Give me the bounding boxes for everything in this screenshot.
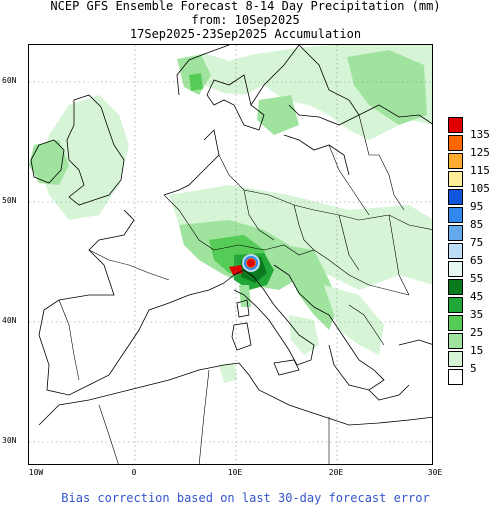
legend-label: 115 [470, 164, 490, 177]
legend-swatch [448, 207, 463, 223]
legend-swatch [448, 225, 463, 241]
lon-label-20e: 20E [328, 468, 344, 477]
lat-label-40n: 40N [2, 316, 17, 325]
legend-swatch [448, 117, 463, 133]
precip-area-balkans [324, 285, 384, 355]
legend-swatch [448, 135, 463, 151]
precip-area-baltic-north [257, 95, 299, 135]
legend-label: 75 [470, 236, 484, 249]
legend-swatch [448, 153, 463, 169]
legend-label: 25 [470, 326, 484, 339]
legend-swatch [448, 315, 463, 331]
legend-swatch [448, 243, 463, 259]
legend-label: 105 [470, 182, 490, 195]
legend-label: 65 [470, 254, 484, 267]
legend-swatch [448, 171, 463, 187]
precip-area-ireland [29, 140, 69, 185]
bias-correction-note: Bias correction based on last 30-day for… [61, 491, 430, 505]
precip-max-center [247, 259, 255, 267]
legend-swatch [448, 369, 463, 385]
map-canvas [29, 45, 432, 464]
lat-label-30n: 30N [2, 436, 17, 445]
lon-label-30e: 30E [427, 468, 443, 477]
title-line-2: from: 10Sep2025 [191, 13, 300, 27]
precip-area-britain [39, 95, 129, 220]
legend-swatch [448, 279, 463, 295]
precip-area-north-africa [219, 363, 237, 383]
title-line-1: NCEP GFS Ensemble Forecast 8-14 Day Prec… [50, 0, 441, 13]
graticule [29, 45, 432, 464]
lat-label-50n: 50N [2, 196, 17, 205]
lon-label-0: 0 [131, 468, 137, 477]
lat-label-60n: 60N [2, 76, 17, 85]
legend-label: 85 [470, 218, 484, 231]
legend-swatch [448, 189, 463, 205]
legend-label: 45 [470, 290, 484, 303]
legend-label: 5 [470, 362, 477, 375]
precip-area-finland [347, 50, 427, 125]
legend-swatch [448, 351, 463, 367]
lon-label-10w: 10W [28, 468, 44, 477]
legend-swatch [448, 297, 463, 313]
legend-label: 15 [470, 344, 484, 357]
legend-label: 95 [470, 200, 484, 213]
legend-swatch [448, 333, 463, 349]
legend-label: 35 [470, 308, 484, 321]
legend-swatch [448, 261, 463, 277]
title-line-3: 17Sep2025-23Sep2025 Accumulation [129, 27, 362, 41]
legend-label: 55 [470, 272, 484, 285]
legend-label: 135 [470, 128, 490, 141]
coastlines [30, 45, 432, 426]
borders [58, 114, 432, 464]
precip-area-adriatic [284, 245, 339, 330]
precip-area-south-italy [289, 315, 319, 355]
lon-label-10e: 10E [227, 468, 243, 477]
legend-label: 125 [470, 146, 490, 159]
precipitation-map [28, 44, 433, 465]
